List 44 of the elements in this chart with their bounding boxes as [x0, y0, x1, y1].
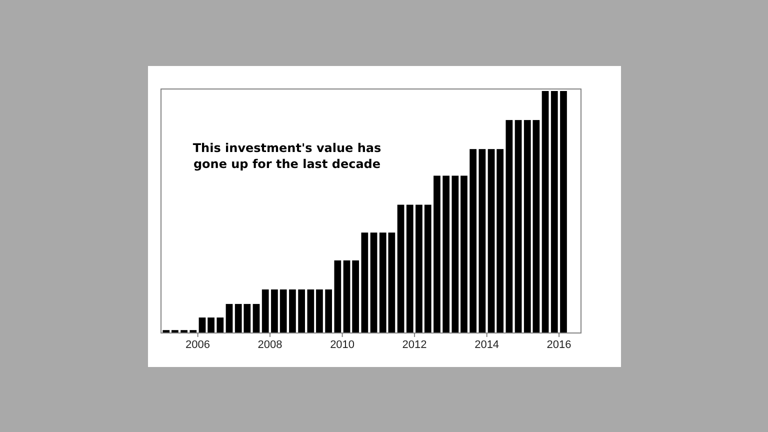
- bar: [298, 289, 305, 333]
- bar: [352, 260, 360, 333]
- bar: [370, 232, 378, 333]
- bar: [226, 304, 233, 333]
- annotation: This investment's value has gone up for the last decade: [192, 141, 382, 171]
- x-tick-label: 2010: [330, 339, 355, 351]
- bar: [478, 149, 486, 333]
- bar: [452, 176, 459, 333]
- bar: [262, 289, 269, 333]
- bar: [325, 289, 332, 333]
- bar: [216, 318, 224, 333]
- bar: [280, 289, 287, 333]
- bar: [496, 149, 504, 333]
- x-tick-label: 2008: [258, 339, 282, 351]
- bar: [252, 304, 260, 333]
- bar: [406, 204, 414, 333]
- x-tick-label: 2016: [546, 339, 572, 351]
- bar: [532, 120, 540, 333]
- bar: [416, 204, 422, 333]
- bar: [343, 260, 350, 333]
- bar: [542, 91, 549, 333]
- bar: [361, 232, 368, 333]
- x-tick-label: 2012: [402, 339, 427, 351]
- bar: [334, 260, 342, 333]
- bar: [208, 318, 214, 333]
- bar: [524, 120, 531, 333]
- bar: [488, 149, 495, 333]
- x-tick-label: 2006: [186, 339, 210, 351]
- bar: [514, 120, 522, 333]
- x-tick-label: 2014: [474, 339, 500, 351]
- bar: [289, 289, 296, 333]
- bar: [506, 120, 513, 333]
- bar: [198, 318, 206, 333]
- bar: [550, 91, 558, 333]
- bar: [560, 91, 567, 333]
- bar: [307, 289, 314, 333]
- bar: [460, 176, 468, 333]
- bar: [424, 204, 432, 333]
- bar: [434, 176, 440, 333]
- bar: [442, 176, 450, 333]
- bar: [271, 289, 278, 333]
- bar: [397, 204, 404, 333]
- bar: [316, 289, 323, 333]
- bar: [470, 149, 477, 333]
